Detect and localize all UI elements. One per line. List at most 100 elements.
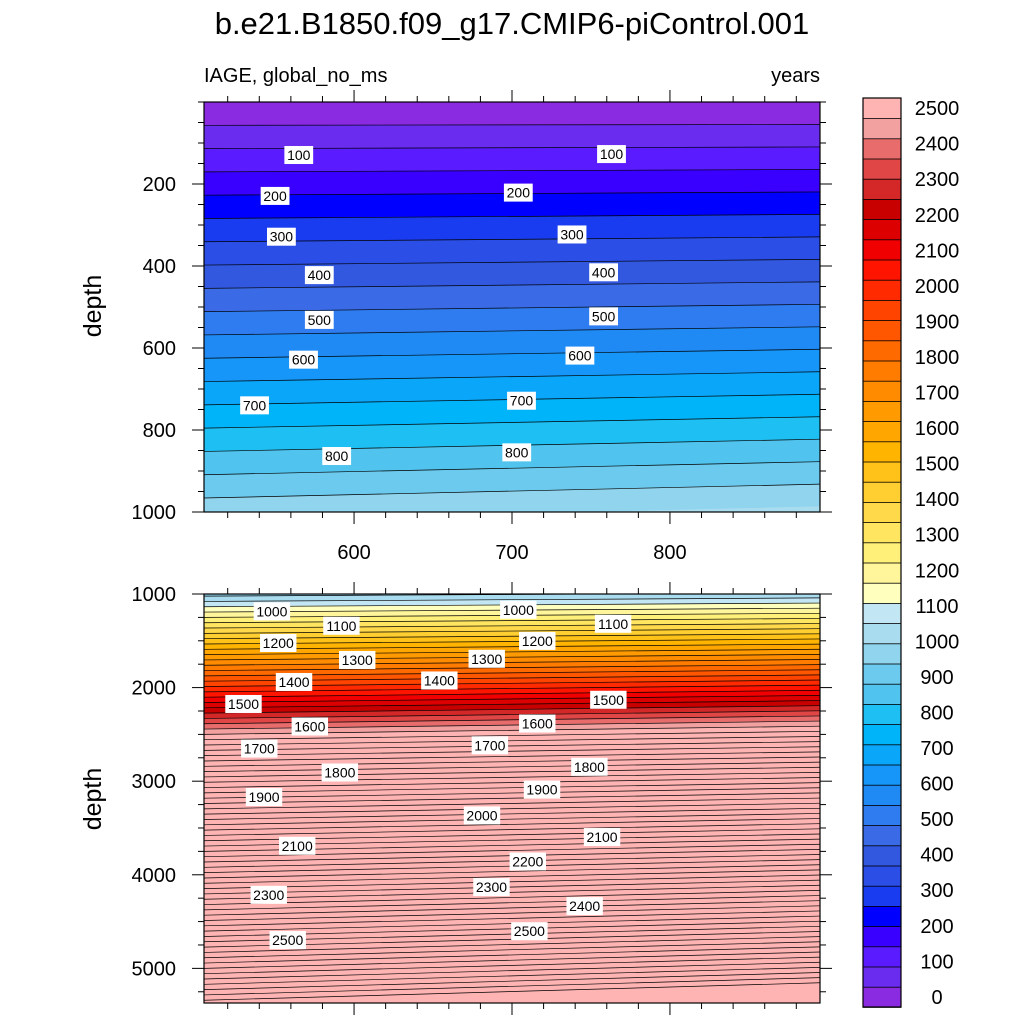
colorbar-swatch xyxy=(862,279,902,301)
colorbar-swatch xyxy=(862,784,902,806)
chart-subtitle-left: IAGE, global_no_ms xyxy=(204,65,387,87)
y-tick-label: 600 xyxy=(143,338,176,360)
contour-label: 1300 xyxy=(342,652,373,668)
contour-label-box xyxy=(321,763,359,782)
y-axis-label-lower: depth xyxy=(79,768,107,831)
contour-label-box xyxy=(291,717,329,736)
colorbar-swatch xyxy=(862,925,902,948)
contour-line xyxy=(204,597,820,602)
contour-line xyxy=(204,648,820,655)
contour-label: 100 xyxy=(287,147,311,163)
contour-label-box xyxy=(240,396,269,415)
contour-label: 1700 xyxy=(244,741,275,757)
contour-label-box xyxy=(241,739,278,758)
colorbar-label: 1300 xyxy=(915,525,960,547)
colorbar-label: 1000 xyxy=(915,631,960,653)
colorbar-swatch xyxy=(862,804,902,827)
contour-line xyxy=(204,879,820,895)
contour-line xyxy=(204,756,820,767)
contour-label-box xyxy=(421,671,458,690)
contour-line xyxy=(204,900,820,916)
contour-line xyxy=(204,961,820,980)
colorbar-label: 2300 xyxy=(915,169,960,191)
contour-line xyxy=(204,890,820,905)
contour-label-box xyxy=(511,922,548,941)
colorbar-swatch xyxy=(862,178,902,200)
contour-line xyxy=(204,782,820,794)
contour-label: 1500 xyxy=(593,692,624,708)
colorbar-swatch xyxy=(862,602,902,625)
x-tick-label: 800 xyxy=(653,542,686,564)
contour-line xyxy=(204,281,820,289)
contour-label: 1900 xyxy=(526,782,557,798)
colorbar-swatch xyxy=(862,986,902,1008)
contour-label-box xyxy=(597,145,626,164)
contour-label: 2500 xyxy=(272,932,303,948)
colorbar-swatch xyxy=(862,663,902,685)
y-tick-label: 400 xyxy=(143,256,176,278)
contour-label-box xyxy=(583,828,621,847)
contour-label-box xyxy=(253,602,291,621)
contour-line xyxy=(204,864,820,879)
lower-panel: 1000 1000 1100 1100 1200 1200 1300 1300 1400 1400… xyxy=(132,582,832,1015)
colorbar-swatch xyxy=(862,440,902,463)
colorbar-swatch xyxy=(862,643,902,665)
contour-label: 2100 xyxy=(586,829,617,845)
contour-label: 1800 xyxy=(324,765,355,781)
contour-label-box xyxy=(519,714,556,733)
contour-label-box xyxy=(566,897,603,916)
contour-label: 700 xyxy=(510,393,534,409)
colorbar-swatch xyxy=(862,521,902,544)
contour-line xyxy=(204,689,820,698)
contour-label-box xyxy=(322,447,352,466)
colorbar-label: 300 xyxy=(920,880,953,902)
contour-label: 1400 xyxy=(278,674,309,690)
contour-line xyxy=(204,802,820,815)
contour-label-box xyxy=(519,631,556,650)
contour-label: 300 xyxy=(560,226,584,242)
colorbar-label: 1900 xyxy=(915,311,960,333)
contour-line xyxy=(204,982,820,1001)
contour-line xyxy=(204,654,820,661)
colorbar-label: 1600 xyxy=(915,418,960,440)
contour-label: 1300 xyxy=(471,651,502,667)
y-tick-label: 5000 xyxy=(132,958,177,980)
contour-label-box xyxy=(225,694,262,713)
colorbar-label: 800 xyxy=(920,702,953,724)
contour-label-box xyxy=(523,780,561,799)
colorbar-swatch xyxy=(862,542,902,564)
contour-label: 2300 xyxy=(476,879,507,895)
contour-line xyxy=(204,905,820,921)
contour-line xyxy=(204,751,820,762)
colorbar-label: 1800 xyxy=(915,347,960,369)
contour-label: 800 xyxy=(505,444,529,460)
contour-label: 1400 xyxy=(424,672,455,688)
colorbar-swatch xyxy=(862,117,902,140)
contour-line xyxy=(204,628,820,634)
contour-label-box xyxy=(571,757,608,776)
contour-label: 200 xyxy=(263,188,287,204)
contour-line xyxy=(204,124,820,126)
contour-line xyxy=(204,736,820,746)
colorbar-swatch xyxy=(862,218,902,241)
colorbar-swatch xyxy=(862,158,902,180)
contour-line xyxy=(204,972,820,990)
contour-band xyxy=(204,594,820,602)
chart-subtitle-right: years xyxy=(771,65,820,87)
colorbar-label: 1200 xyxy=(915,560,960,582)
contour-label: 1600 xyxy=(294,718,325,734)
contour-label-box xyxy=(339,650,376,669)
contour-label: 1200 xyxy=(263,635,294,651)
contour-line xyxy=(204,813,820,826)
contour-label: 1500 xyxy=(228,696,259,712)
colorbar-label: 400 xyxy=(920,845,953,867)
contour-line xyxy=(204,895,820,911)
colorbar-label: 200 xyxy=(920,916,953,938)
contour-label-box xyxy=(245,788,283,807)
colorbar-swatch xyxy=(862,461,902,483)
contour-label: 1100 xyxy=(598,616,628,632)
contour-line xyxy=(204,766,820,778)
contour-label: 2500 xyxy=(514,923,545,939)
contour-label: 2300 xyxy=(253,887,284,903)
y-tick-label: 200 xyxy=(143,174,176,196)
